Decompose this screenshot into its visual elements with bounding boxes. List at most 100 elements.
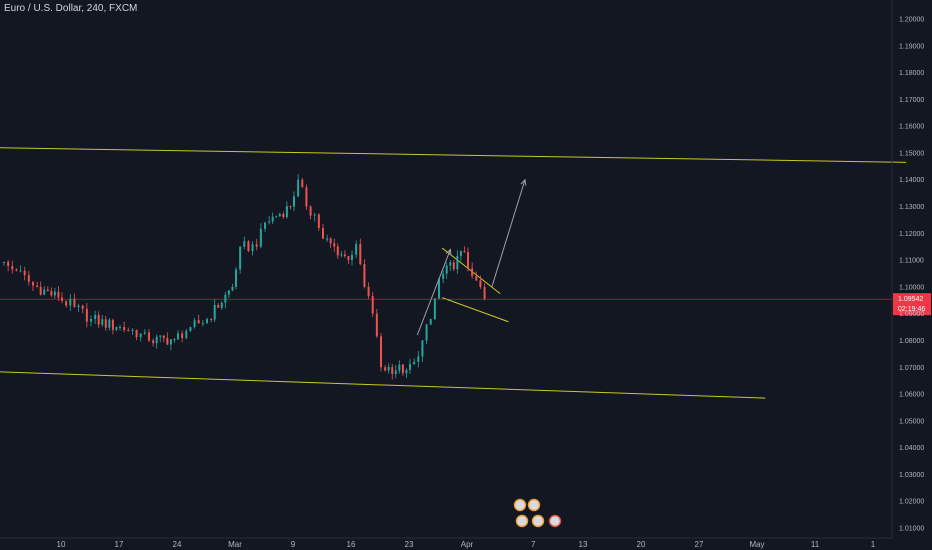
candle-body (398, 364, 401, 371)
candle-body (293, 196, 295, 207)
price-line-layer: 1.09542 02:19:46 (0, 293, 931, 316)
candle-body (343, 254, 346, 257)
time-tick-label: Mar (228, 540, 242, 549)
candle-body (94, 314, 97, 320)
candle-body (347, 256, 350, 261)
time-tick-label: 11 (811, 540, 820, 549)
time-tick-label: 23 (405, 540, 414, 549)
price-tick-label: 1.01000 (899, 526, 924, 533)
candle-body (363, 264, 366, 287)
candle-body (197, 320, 200, 324)
candle-body (243, 241, 246, 247)
candle-body (193, 320, 196, 328)
candle-body (425, 324, 428, 341)
candle-body (247, 241, 250, 252)
candle-body (289, 206, 292, 208)
candle-body (375, 313, 378, 337)
candle-body (297, 179, 300, 197)
candle-body (181, 333, 184, 339)
candle-body (19, 270, 22, 272)
candle-body (210, 319, 213, 321)
candle-body (309, 206, 312, 216)
time-tick-label: May (749, 540, 764, 549)
candle-body (438, 278, 440, 299)
candle-body (177, 333, 179, 340)
arrow-line (416, 249, 451, 336)
candle-body (152, 340, 155, 344)
time-tick-label: 7 (531, 540, 536, 549)
current-price-badge (893, 293, 931, 316)
candle-body (213, 304, 216, 320)
candle-body (224, 294, 227, 303)
countdown-label: 02:19:46 (898, 306, 925, 313)
candle-body (355, 244, 358, 255)
candle-body (104, 319, 107, 328)
time-tick-label: 27 (695, 540, 704, 549)
candle-body (445, 265, 448, 274)
time-tick-label: 13 (579, 540, 588, 549)
candle-body (162, 335, 165, 339)
candle-body (483, 286, 486, 292)
candle-body (367, 286, 370, 297)
trendline (0, 147, 907, 163)
candle-body (77, 305, 80, 307)
price-tick-label: 1.10000 (899, 284, 924, 291)
candle-body (326, 238, 329, 240)
candle-body (189, 327, 192, 331)
candle-body (169, 339, 172, 345)
candle-body (275, 216, 278, 218)
event-icons[interactable] (513, 498, 562, 528)
price-axis[interactable]: 1.20000 1.19000 1.18000 1.17000 1.16000 1.150… (891, 0, 924, 538)
candle-body (239, 246, 242, 270)
candle-body (220, 302, 223, 308)
price-tick-label: 1.04000 (899, 445, 924, 452)
time-axis[interactable]: 10 17 24 Mar 9 16 23 Apr 7 13 20 27 May 11 1 (0, 537, 892, 549)
candle-body (53, 291, 56, 296)
candle-body (57, 291, 60, 298)
candle-body (413, 361, 416, 365)
event-icon[interactable] (515, 514, 529, 528)
time-tick-label: 1 (871, 540, 876, 549)
price-tick-label: 1.08000 (899, 338, 924, 345)
candle-body (111, 319, 114, 330)
price-tick-label: 1.16000 (899, 124, 924, 131)
time-tick-label: 9 (291, 540, 296, 549)
candle-body (429, 319, 432, 325)
event-icon[interactable] (527, 498, 541, 512)
candle-body (115, 327, 118, 330)
candle-body (69, 298, 72, 306)
candle-body (268, 221, 271, 223)
candle-body (97, 314, 100, 325)
price-tick-label: 1.11000 (899, 258, 924, 265)
event-icon[interactable] (513, 498, 527, 512)
price-tick-label: 1.17000 (899, 97, 924, 104)
price-tick-label: 1.09000 (899, 311, 924, 318)
price-tick-label: 1.06000 (899, 392, 924, 399)
arrows-layer (416, 178, 527, 336)
price-tick-label: 1.14000 (899, 177, 924, 184)
candle-body (201, 322, 204, 324)
candle-body (271, 216, 274, 222)
candle-body (259, 228, 262, 247)
time-tick-label: 24 (173, 540, 182, 549)
event-icon[interactable] (548, 514, 562, 528)
candle-body (467, 252, 469, 269)
candle-body (185, 330, 188, 339)
arrow-head (520, 178, 527, 186)
candle-body (43, 289, 46, 295)
candle-body (305, 187, 308, 207)
candle-body (391, 366, 394, 374)
candle-body (317, 214, 320, 229)
symbol-title: Euro / U.S. Dollar, 240, FXCM (4, 3, 138, 14)
candle-body (449, 262, 452, 266)
event-icon[interactable] (531, 514, 545, 528)
candle-body (442, 273, 445, 279)
price-tick-label: 1.19000 (899, 43, 924, 50)
price-tick-label: 1.05000 (899, 418, 924, 425)
candle-body (11, 266, 14, 270)
candle-body (123, 326, 126, 331)
price-tick-label: 1.03000 (899, 472, 924, 479)
candle-body (463, 251, 466, 253)
candle-body (39, 287, 42, 295)
